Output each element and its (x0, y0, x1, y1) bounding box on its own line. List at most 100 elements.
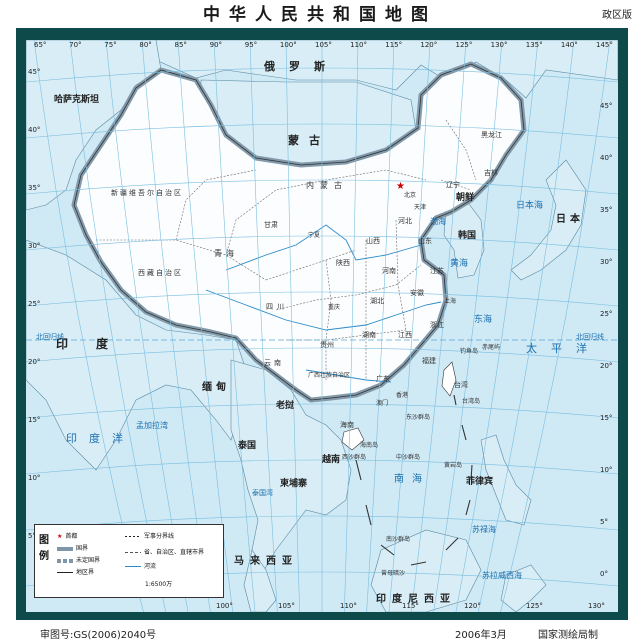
label-south-korea: 韩国 (458, 231, 477, 241)
latitude-label: 45° (28, 68, 41, 76)
latitude-label: 0° (600, 570, 608, 578)
longitude-label: 105° (278, 602, 295, 610)
label-bay-of-bengal: 孟加拉湾 (136, 421, 168, 430)
meridian-line (213, 40, 256, 612)
label-indian-ocean: 印度洋 (66, 432, 135, 445)
meridian-line (433, 40, 503, 612)
parallel-line (26, 403, 618, 419)
capital-star-icon: ★ (396, 181, 405, 192)
latitude-label: 5° (28, 532, 36, 540)
parallel-line (26, 235, 618, 251)
longitude-label: 135° (525, 41, 543, 49)
latitude-label: 40° (28, 126, 41, 134)
edition-label: 政区版 (602, 10, 632, 21)
label-sea-of-japan: 日本海 (516, 201, 544, 211)
label-sulu-sea: 苏禄海 (472, 525, 496, 534)
label-hainan: 海南 (340, 421, 354, 429)
parallel-line (26, 347, 618, 363)
land-russia (145, 40, 618, 99)
longitude-label: 110° (350, 41, 367, 49)
river-yellow (225, 224, 422, 271)
label-xisha: 西沙群岛 (342, 454, 367, 461)
legend-item-border: 国界 (57, 543, 88, 552)
label-beijing: 北京 (404, 192, 417, 199)
meridian-line (249, 40, 278, 612)
longitude-label: 90° (209, 41, 223, 49)
latitude-label: 20° (28, 358, 41, 366)
label-gulf-of-thailand: 泰国湾 (252, 489, 273, 497)
legend-scale: 1:6500万 (145, 581, 173, 588)
longitude-label: 65° (34, 41, 47, 49)
latitude-label: 30° (600, 258, 613, 266)
longitude-label: 70° (69, 41, 82, 49)
longitude-label: 85° (174, 41, 187, 49)
label-zhejiang: 浙江 (430, 321, 444, 329)
publish-date: 2006年3月 (455, 630, 507, 641)
military-line-icon (125, 536, 141, 537)
label-taiwan: 台湾 (454, 381, 468, 389)
label-myanmar: 缅甸 (202, 382, 230, 393)
label-mongolia: 蒙古 (288, 134, 330, 147)
land-hainan (341, 427, 365, 451)
meridian-line (455, 40, 539, 612)
label-north-korea: 朝鲜 (456, 193, 475, 203)
label-jiangsu: 江苏 (430, 267, 444, 275)
label-shanghai: 上海 (444, 298, 457, 305)
footer: 审图号:GS(2006)2040号 2006年3月 国家测绘局制 (0, 624, 640, 641)
label-taiwan-island: 台湾岛 (462, 398, 481, 405)
latitude-label: 10° (28, 474, 41, 482)
province-border-icon (125, 552, 141, 553)
meridian-line (410, 40, 467, 612)
label-jiangxi: 江西 (398, 331, 412, 339)
map-title: 中华人民共和国地图 (203, 5, 437, 25)
land-kazakhstan (26, 40, 162, 211)
latitude-label: 25° (600, 310, 613, 318)
label-tropic-left: 北回归线 (36, 333, 64, 341)
label-celebes-sea: 苏拉威西海 (482, 571, 522, 580)
label-pacific: 太平洋 (526, 342, 601, 355)
region-border-icon (57, 572, 73, 573)
longitude-label: 140° (560, 41, 578, 49)
label-zhongsha: 中沙群岛 (396, 454, 421, 461)
undetermined-border-icon (57, 558, 73, 563)
latitude-label: 40° (600, 154, 613, 162)
longitude-label: 130° (588, 602, 605, 610)
meridian-line (477, 40, 575, 612)
longitude-label: 125° (455, 41, 473, 49)
longitude-label: 110° (340, 602, 357, 610)
longitude-label: 145° (596, 41, 613, 49)
land-indochina (230, 359, 352, 571)
label-tropic-right: 北回归线 (576, 333, 604, 341)
label-jilin: 吉林 (484, 169, 498, 177)
longitude-label: 130° (490, 41, 508, 49)
parallel-line (26, 179, 618, 195)
parallel-line (26, 123, 618, 139)
longitude-label: 80° (139, 41, 152, 49)
legend-item-military-line: 军事分界线 (125, 531, 174, 540)
latitude-label: 45° (600, 102, 613, 110)
label-hainan-island: 海南岛 (360, 442, 379, 449)
meridian-line (285, 40, 300, 612)
legend-item-province-border: 省、自治区、直辖市界 (125, 547, 204, 556)
legend-item-undetermined-border: 未定国界 (57, 555, 100, 564)
label-tianjin: 天津 (414, 204, 427, 211)
label-anhui: 安徽 (410, 289, 424, 297)
label-philippines: 菲律宾 (466, 477, 494, 487)
legend-item-region-border: 地区界 (57, 567, 94, 576)
label-dongsha: 东沙群岛 (406, 414, 431, 421)
label-hubei: 湖北 (370, 297, 384, 305)
latitude-label: 15° (600, 414, 613, 422)
latitude-label: 15° (28, 416, 41, 424)
longitude-label: 125° (526, 602, 543, 610)
longitude-label: 115° (402, 602, 419, 610)
latitude-label: 35° (600, 206, 613, 214)
map-svg[interactable] (26, 40, 618, 612)
parallel-line (26, 515, 618, 531)
label-zengmu: 曾母暗沙 (381, 570, 406, 577)
border-symbol-icon (57, 546, 73, 551)
label-east-china-sea: 东海 (474, 315, 493, 325)
longitude-label: 120° (420, 41, 438, 49)
map-canvas[interactable]: 65° 70° 75° 80° 85° 90° 95° 100° 105° 110° 115° 120… (26, 40, 618, 612)
label-guangdong: 广东 (376, 375, 390, 383)
label-japan: 日本 (556, 214, 584, 225)
